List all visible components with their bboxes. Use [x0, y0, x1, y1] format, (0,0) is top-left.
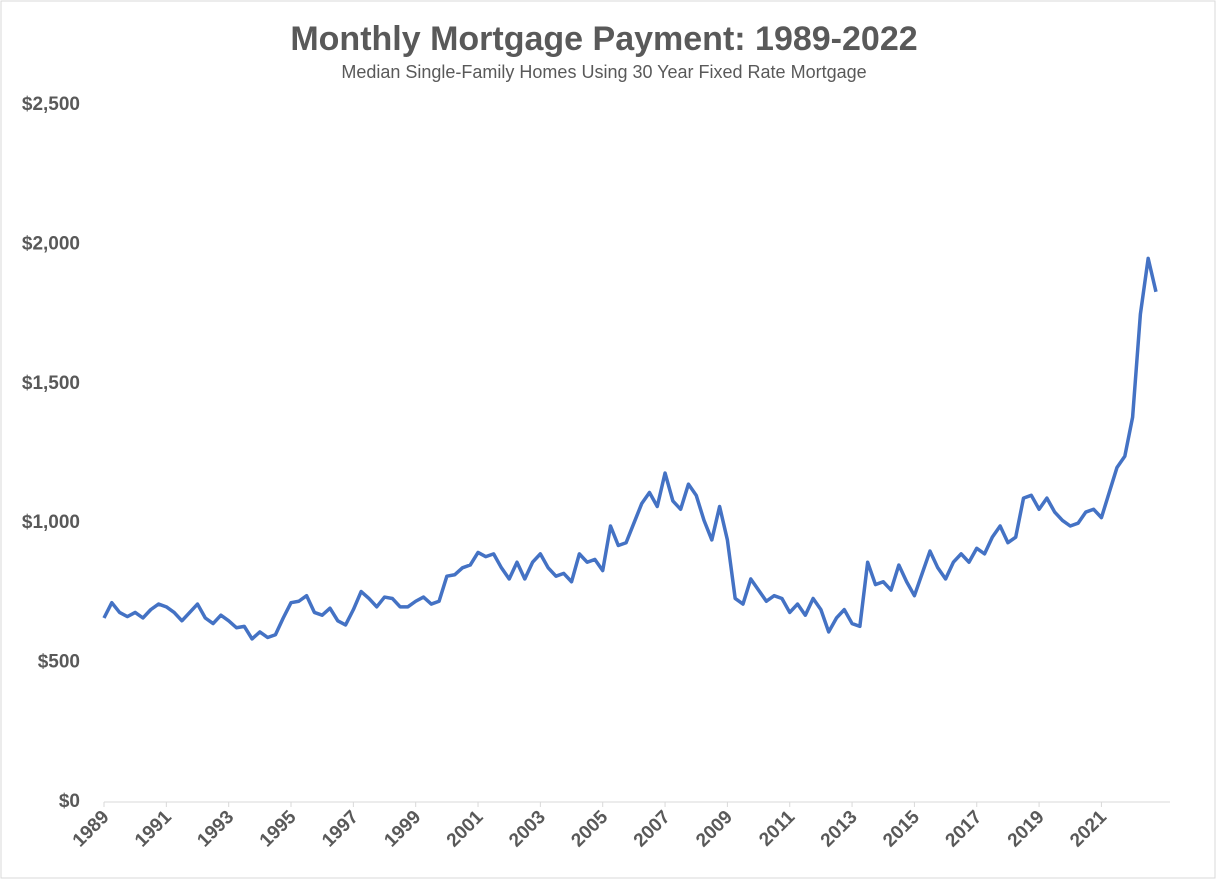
chart-title: Monthly Mortgage Payment: 1989-2022 — [290, 20, 917, 58]
x-tick-label: 2007 — [630, 807, 675, 852]
x-tick-label: 1991 — [131, 806, 176, 851]
data-line — [102, 256, 1158, 641]
y-tick-label: $1,000 — [22, 512, 80, 533]
x-tick-label: 1995 — [256, 806, 301, 851]
y-tick-label: $1,500 — [22, 373, 80, 394]
x-tick-label: 1989 — [69, 807, 114, 852]
x-tick-label: 2019 — [1004, 807, 1049, 852]
x-tick-label: 2021 — [1066, 806, 1111, 851]
x-tick-label: 2009 — [692, 807, 737, 852]
y-tick-label: $500 — [38, 652, 80, 673]
x-tick-label: 1993 — [193, 807, 238, 852]
y-tick-label: $2,000 — [22, 233, 80, 254]
x-tick-label: 2015 — [879, 806, 924, 851]
x-tick-label: 2013 — [817, 807, 862, 852]
x-tick-label: 2005 — [568, 806, 613, 851]
chart-subtitle: Median Single-Family Homes Using 30 Year… — [341, 62, 866, 82]
y-tick-label: $0 — [59, 791, 80, 812]
x-tick-label: 1997 — [318, 807, 363, 852]
y-tick-label: $2,500 — [22, 94, 80, 115]
x-tick-label: 2001 — [443, 806, 488, 851]
x-tick-label: 2017 — [942, 807, 987, 852]
x-tick-label: 1999 — [380, 807, 425, 852]
x-tick-label: 2011 — [755, 806, 799, 850]
x-tick-label: 2003 — [505, 807, 550, 852]
